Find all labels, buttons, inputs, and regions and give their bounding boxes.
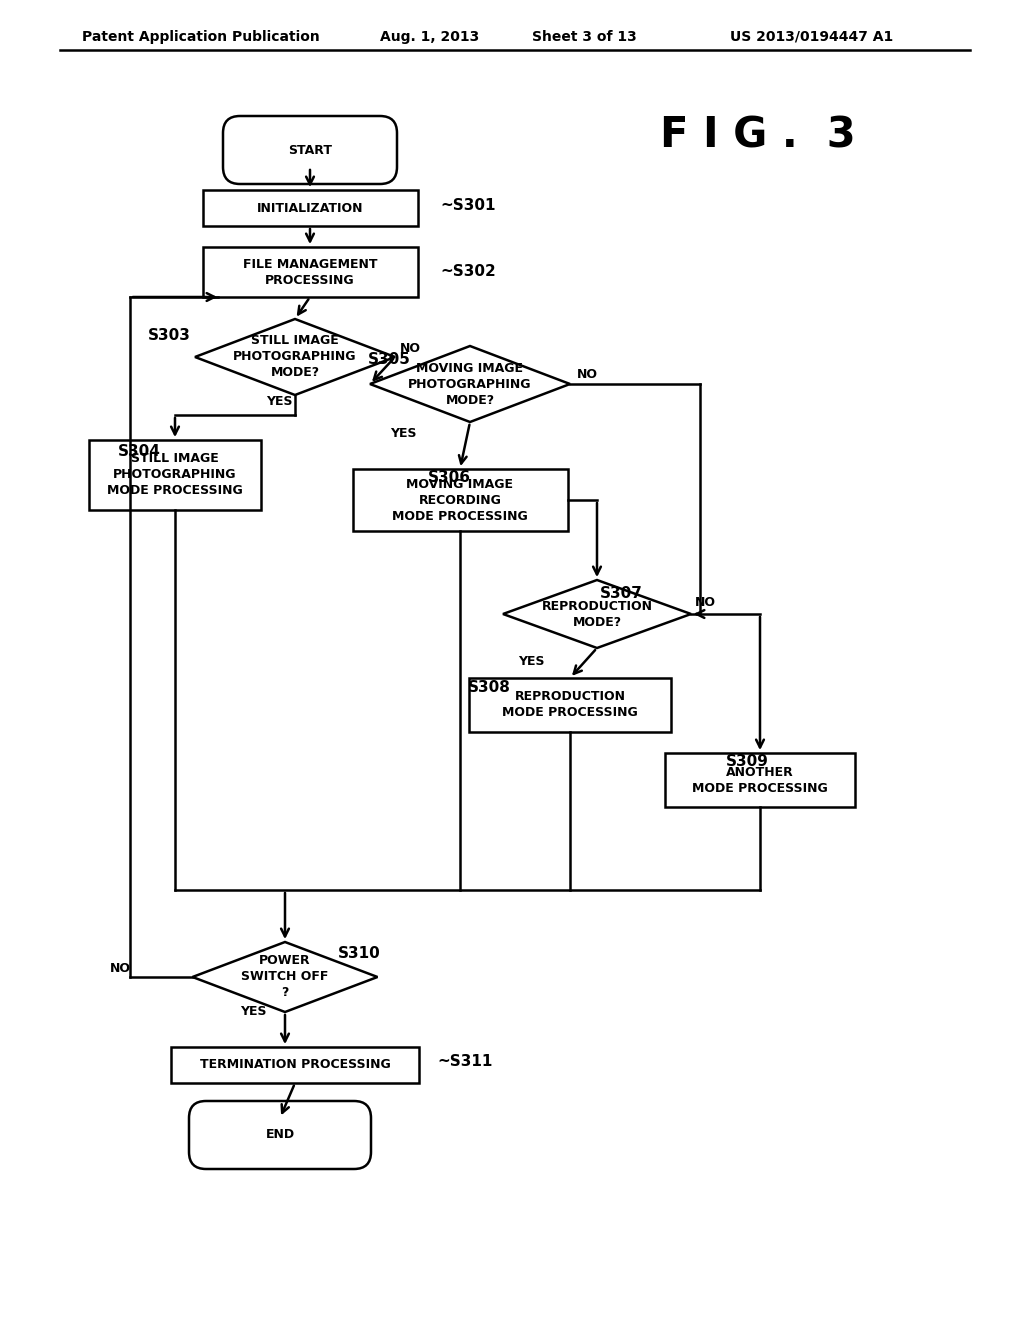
FancyBboxPatch shape	[469, 678, 671, 733]
Text: S304: S304	[118, 445, 161, 459]
Text: S306: S306	[428, 470, 471, 484]
Text: S305: S305	[368, 352, 411, 367]
FancyBboxPatch shape	[203, 247, 418, 297]
Text: REPRODUCTION
MODE?: REPRODUCTION MODE?	[542, 599, 652, 628]
Text: START: START	[288, 144, 332, 157]
Text: F I G .  3: F I G . 3	[660, 114, 856, 156]
FancyBboxPatch shape	[665, 752, 855, 807]
Text: TERMINATION PROCESSING: TERMINATION PROCESSING	[200, 1059, 390, 1072]
Text: NO: NO	[110, 962, 131, 975]
Text: YES: YES	[390, 426, 417, 440]
Text: ANOTHER
MODE PROCESSING: ANOTHER MODE PROCESSING	[692, 766, 827, 795]
Polygon shape	[195, 319, 395, 395]
Text: MOVING IMAGE
RECORDING
MODE PROCESSING: MOVING IMAGE RECORDING MODE PROCESSING	[392, 478, 528, 523]
Text: S310: S310	[338, 946, 381, 961]
FancyBboxPatch shape	[352, 469, 567, 531]
Text: FILE MANAGEMENT
PROCESSING: FILE MANAGEMENT PROCESSING	[243, 257, 377, 286]
FancyBboxPatch shape	[223, 116, 397, 183]
Text: END: END	[265, 1129, 295, 1142]
Polygon shape	[370, 346, 570, 422]
Text: MOVING IMAGE
PHOTOGRAPHING
MODE?: MOVING IMAGE PHOTOGRAPHING MODE?	[409, 362, 531, 407]
Text: S309: S309	[726, 755, 769, 770]
FancyBboxPatch shape	[171, 1047, 419, 1082]
Text: ~S302: ~S302	[440, 264, 496, 280]
FancyBboxPatch shape	[189, 1101, 371, 1170]
Text: S308: S308	[468, 681, 511, 696]
Text: ~S301: ~S301	[440, 198, 496, 213]
FancyBboxPatch shape	[89, 440, 261, 510]
Text: S307: S307	[600, 586, 643, 602]
Text: Patent Application Publication: Patent Application Publication	[82, 30, 319, 44]
Text: ~S311: ~S311	[437, 1055, 493, 1069]
Text: YES: YES	[266, 395, 293, 408]
Text: NO: NO	[695, 597, 716, 609]
Text: NO: NO	[577, 368, 598, 381]
FancyBboxPatch shape	[203, 190, 418, 226]
Text: US 2013/0194447 A1: US 2013/0194447 A1	[730, 30, 893, 44]
Text: Aug. 1, 2013: Aug. 1, 2013	[380, 30, 479, 44]
Text: YES: YES	[518, 655, 545, 668]
Text: STILL IMAGE
PHOTOGRAPHING
MODE PROCESSING: STILL IMAGE PHOTOGRAPHING MODE PROCESSIN…	[108, 453, 243, 498]
Text: POWER
SWITCH OFF
?: POWER SWITCH OFF ?	[242, 954, 329, 999]
Text: INITIALIZATION: INITIALIZATION	[257, 202, 364, 214]
Text: STILL IMAGE
PHOTOGRAPHING
MODE?: STILL IMAGE PHOTOGRAPHING MODE?	[233, 334, 356, 380]
Text: S303: S303	[148, 327, 190, 342]
Polygon shape	[503, 579, 691, 648]
Text: YES: YES	[240, 1005, 266, 1018]
Text: NO: NO	[400, 342, 421, 355]
Text: REPRODUCTION
MODE PROCESSING: REPRODUCTION MODE PROCESSING	[502, 690, 638, 719]
Polygon shape	[193, 942, 378, 1012]
Text: Sheet 3 of 13: Sheet 3 of 13	[532, 30, 637, 44]
